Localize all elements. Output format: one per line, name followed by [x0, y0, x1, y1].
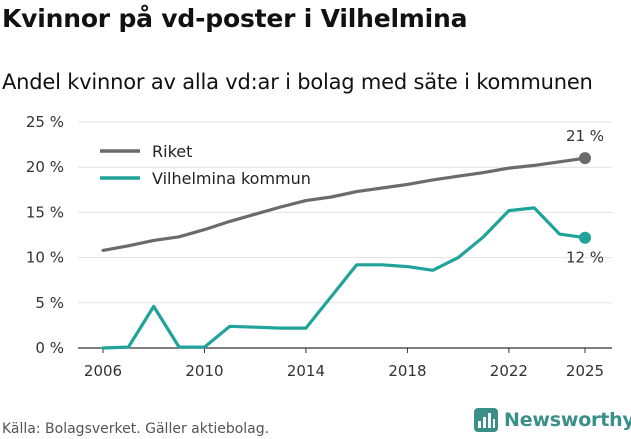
- legend-label-0: Riket: [152, 142, 192, 161]
- source-note: Källa: Bolagsverket. Gäller aktiebolag.: [2, 421, 270, 437]
- y-tick-label: 15 %: [26, 203, 64, 221]
- x-tick-label: 2010: [185, 362, 223, 380]
- legend: Riket Vilhelmina kommun: [100, 142, 311, 188]
- series-end-label-0: 21 %: [566, 127, 604, 145]
- gridlines: [78, 121, 612, 349]
- legend-label-1: Vilhelmina kommun: [152, 169, 311, 188]
- y-tick-label: 25 %: [26, 113, 64, 131]
- x-tick-label: 2014: [287, 362, 325, 380]
- series-line-1: [101, 206, 587, 350]
- newsworthy-logo-icon: [474, 408, 498, 432]
- series-lines: 21 % 12 %: [101, 127, 604, 350]
- y-tick-label: 0 %: [35, 339, 64, 357]
- y-tick-label: 5 %: [35, 294, 64, 312]
- brand-logo: Newsworthy: [474, 408, 631, 432]
- x-tick-label: 2018: [388, 362, 426, 380]
- x-tick-label: 2025: [566, 362, 604, 380]
- x-tick-label: 2022: [490, 362, 528, 380]
- chart-title: Kvinnor på vd-poster i Vilhelmina: [2, 4, 468, 33]
- axes: 0 % 5 % 10 % 15 % 20 % 25 % 2006 2010 2014 2018 20…: [26, 113, 604, 380]
- series-end-label-1: 12 %: [566, 249, 604, 267]
- y-tick-label: 10 %: [26, 249, 64, 267]
- brand-name: Newsworthy: [504, 409, 631, 431]
- series-end-marker-1: [579, 231, 591, 244]
- y-tick-label: 20 %: [26, 158, 64, 176]
- series-end-marker-0: [579, 152, 591, 165]
- chart-subtitle: Andel kvinnor av alla vd:ar i bolag med …: [2, 70, 593, 94]
- series-line-0: [101, 156, 587, 252]
- x-tick-label: 2006: [84, 362, 122, 380]
